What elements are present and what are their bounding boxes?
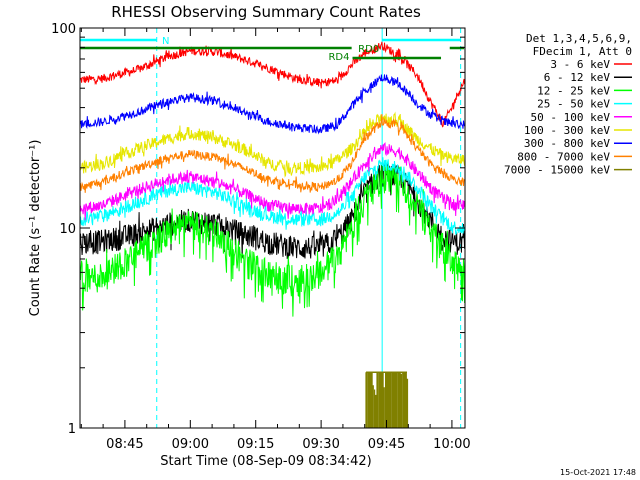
series-line [365, 372, 409, 428]
series-300-800keV [79, 74, 466, 135]
legend-label: 50 - 100 keV [531, 111, 611, 124]
legend-label: 7000 - 15000 keV [504, 164, 610, 177]
legend-label: 800 - 7000 keV [517, 150, 610, 163]
series-layer [79, 41, 466, 428]
y-tick-label: 100 [51, 22, 76, 37]
series-line [79, 157, 466, 236]
series-3-6keV [79, 41, 466, 128]
x-tick-label: 09:00 [172, 437, 209, 452]
series-line [79, 114, 466, 193]
legend-header-line-2: FDecim 1, Att 0 [533, 45, 632, 58]
legend: Det 1,3,4,5,6,9, FDecim 1, Att 0 3 - 6 k… [504, 32, 632, 177]
x-tick-label: 09:15 [237, 437, 274, 452]
series-line [79, 74, 466, 135]
x-tick-label: 08:45 [106, 437, 143, 452]
annotation-rd4: RD4 [328, 52, 349, 63]
legend-label: 6 - 12 keV [544, 71, 611, 84]
series-line [79, 142, 466, 221]
annotation-n: N [162, 36, 169, 47]
series-12-25keV [79, 163, 466, 317]
y-tick-label: 1 [68, 422, 76, 437]
legend-label: 25 - 50 keV [537, 98, 610, 111]
legend-label: 12 - 25 keV [537, 84, 610, 97]
series-25-50keV [79, 157, 466, 236]
axes: 08:45 09:00 09:15 09:30 09:45 10:00 1 10 100 [51, 22, 470, 452]
series-line [79, 111, 466, 178]
y-axis-label: Count Rate (s⁻¹ detector⁻¹) [28, 140, 43, 317]
timestamp: 15-Oct-2021 17:48 [560, 468, 636, 477]
plot-background [80, 28, 465, 428]
series-100-300keV [79, 111, 466, 178]
x-tick-label: 10:00 [433, 437, 470, 452]
series-50-100keV [79, 142, 466, 221]
series-line [79, 41, 466, 128]
series-line [79, 163, 466, 317]
y-tick-label: 10 [59, 222, 76, 237]
series-7000-15000keV [365, 371, 409, 428]
annotation-rd0: RD0 [358, 44, 379, 55]
legend-header-line-1: Det 1,3,4,5,6,9, [526, 32, 632, 45]
x-tick-label: 09:45 [368, 437, 405, 452]
chart-title: RHESSI Observing Summary Count Rates [111, 3, 421, 21]
x-axis-label: Start Time (08-Sep-09 08:34:42) [160, 454, 371, 469]
series-800-7000keV [79, 114, 466, 193]
annotation-layer: N RD4 RD0 [80, 36, 465, 63]
plot-area [80, 28, 465, 428]
legend-label: 100 - 300 keV [524, 124, 610, 137]
x-tick-label: 09:30 [302, 437, 339, 452]
legend-label: 3 - 6 keV [550, 58, 610, 71]
legend-label: 300 - 800 keV [524, 137, 610, 150]
